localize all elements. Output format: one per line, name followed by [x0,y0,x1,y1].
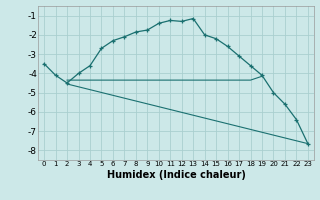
X-axis label: Humidex (Indice chaleur): Humidex (Indice chaleur) [107,170,245,180]
